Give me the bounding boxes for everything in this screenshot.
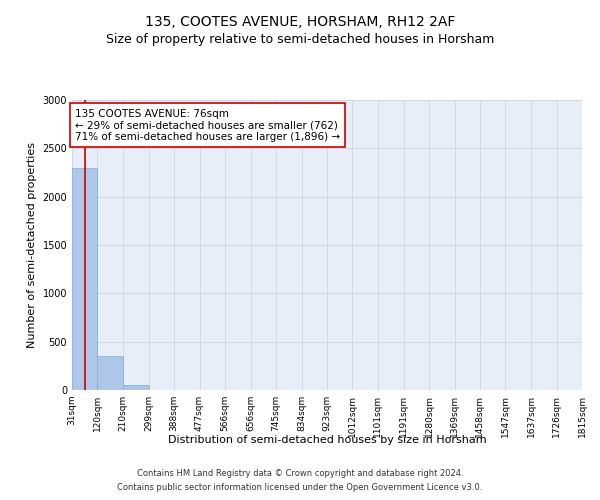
- Text: Contains public sector information licensed under the Open Government Licence v3: Contains public sector information licen…: [118, 484, 482, 492]
- Bar: [123, 385, 149, 390]
- Bar: [97, 356, 123, 390]
- Text: Size of property relative to semi-detached houses in Horsham: Size of property relative to semi-detach…: [106, 32, 494, 46]
- Text: 135 COOTES AVENUE: 76sqm
← 29% of semi-detached houses are smaller (762)
71% of : 135 COOTES AVENUE: 76sqm ← 29% of semi-d…: [75, 108, 340, 142]
- Bar: [72, 168, 97, 390]
- Text: 135, COOTES AVENUE, HORSHAM, RH12 2AF: 135, COOTES AVENUE, HORSHAM, RH12 2AF: [145, 15, 455, 29]
- Y-axis label: Number of semi-detached properties: Number of semi-detached properties: [27, 142, 37, 348]
- Text: Distribution of semi-detached houses by size in Horsham: Distribution of semi-detached houses by …: [167, 435, 487, 445]
- Text: Contains HM Land Registry data © Crown copyright and database right 2024.: Contains HM Land Registry data © Crown c…: [137, 468, 463, 477]
